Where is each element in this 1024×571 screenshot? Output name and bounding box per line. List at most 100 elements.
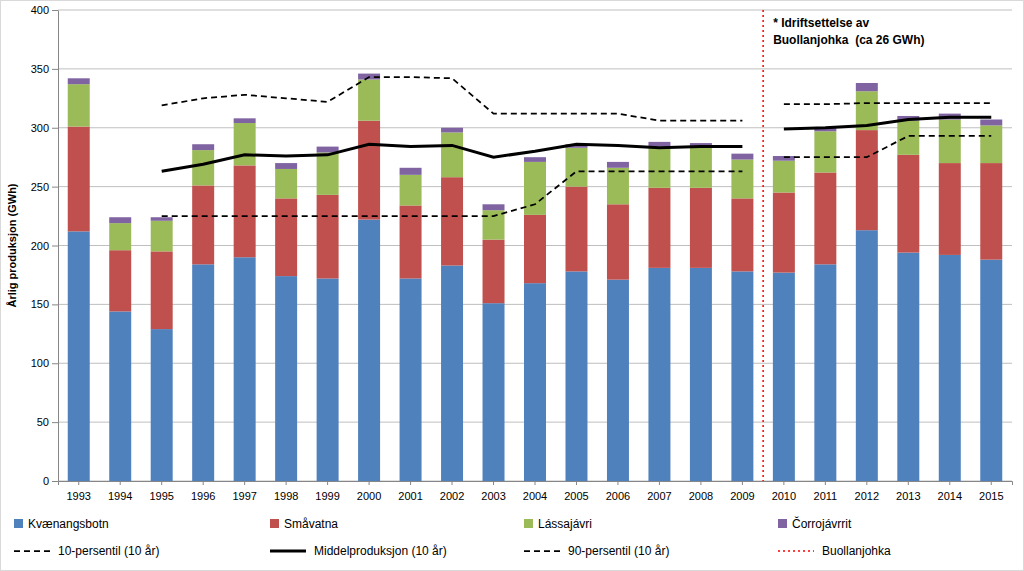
y-tick: 200: [31, 240, 58, 252]
y-tick: 350: [31, 63, 58, 75]
x-tick: 1998: [274, 481, 298, 502]
bar-segment: [109, 311, 131, 481]
x-tick-label: 2011: [814, 490, 838, 502]
x-tick: 2000: [357, 481, 381, 502]
legend-swatch: [270, 519, 279, 528]
bar-segment: [648, 268, 670, 481]
legend-item: 10-persentil (10 år): [14, 544, 159, 558]
grid-line: [58, 10, 1012, 11]
bar-segment: [192, 264, 214, 481]
bar-segment: [565, 271, 587, 481]
legend-label: Čorrojávrrit: [792, 516, 852, 531]
x-tick: 2003: [481, 481, 505, 502]
x-tick-label: 1999: [315, 490, 339, 502]
legend-item: Čorrojávrrit: [778, 516, 852, 531]
x-tick-label: 2015: [979, 490, 1003, 502]
bar-segment: [68, 84, 90, 126]
x-tick: 1995: [149, 481, 173, 502]
x-tick-mark: [825, 481, 826, 485]
legend: KvænangsbotnSmåvatnaLássajávriČorrojávrr…: [14, 516, 891, 558]
bar-segment: [565, 148, 587, 187]
y-tick-label: 250: [31, 181, 49, 193]
bar-segment: [109, 250, 131, 311]
bar-segment: [980, 163, 1002, 260]
x-tick: 2012: [855, 481, 879, 502]
bar-segment: [814, 131, 836, 172]
y-tick: 150: [31, 298, 58, 310]
bar-segment: [109, 217, 131, 223]
legend-item: Buollanjohka: [778, 544, 891, 558]
x-tick-label: 2010: [772, 490, 796, 502]
bar-segment: [358, 121, 380, 220]
legend-item: Lássajávri: [524, 517, 592, 531]
x-tick: 2014: [938, 481, 962, 502]
y-tick-label: 400: [31, 4, 49, 16]
legend-label: Lássajávri: [538, 517, 592, 531]
x-tick: 2011: [814, 481, 838, 502]
y-tick-mark: [52, 128, 58, 129]
bar-segment: [814, 264, 836, 481]
x-tick: 2008: [689, 481, 713, 502]
legend-swatch: [14, 550, 50, 552]
bar-segment: [607, 280, 629, 481]
x-tick-mark: [991, 481, 992, 485]
bar-segment: [773, 193, 795, 273]
bar-segment: [690, 188, 712, 268]
y-tick: 400: [31, 4, 58, 16]
bar-segment: [980, 260, 1002, 481]
y-tick-label: 300: [31, 122, 49, 134]
y-tick-label: 350: [31, 63, 49, 75]
x-tick-label: 1996: [191, 490, 215, 502]
x-tick: 2009: [730, 481, 754, 502]
bar-segment: [856, 230, 878, 481]
y-tick-label: 50: [37, 416, 49, 428]
bar-segment: [358, 79, 380, 120]
x-tick-label: 2006: [606, 490, 630, 502]
legend-swatch: [524, 519, 533, 528]
x-tick-mark: [949, 481, 950, 485]
bar-segment: [648, 188, 670, 268]
x-tick-mark: [700, 481, 701, 485]
bar-segment: [939, 255, 961, 481]
bar-segment: [400, 168, 422, 175]
bar-segment: [607, 162, 629, 168]
bar-segment: [524, 215, 546, 283]
bar-segment: [897, 121, 919, 155]
bar-segment: [234, 118, 256, 123]
bar-segment: [814, 172, 836, 264]
bar-segment: [317, 195, 339, 279]
y-tick: 50: [37, 416, 58, 428]
bar-segment: [483, 303, 505, 481]
y-tick-mark: [52, 363, 58, 364]
x-tick-label: 1994: [108, 490, 132, 502]
bar-segment: [441, 266, 463, 481]
x-tick: 1994: [108, 481, 132, 502]
y-tick-mark: [52, 304, 58, 305]
bar-segment: [68, 231, 90, 481]
bar-segment: [690, 268, 712, 481]
marker-line: [762, 10, 764, 481]
x-tick-label: 2012: [855, 490, 879, 502]
x-tick: 1997: [232, 481, 256, 502]
x-tick-label: 2000: [357, 490, 381, 502]
bar-segment: [731, 160, 753, 199]
x-tick: 1996: [191, 481, 215, 502]
bar-segment: [939, 163, 961, 255]
legend-item: Kvænangsbotn: [14, 517, 109, 531]
x-tick: 2013: [896, 481, 920, 502]
legend-label: 10-persentil (10 år): [58, 544, 159, 558]
bar-segment: [483, 204, 505, 210]
x-tick-label: 1995: [149, 490, 173, 502]
x-tick-label: 2005: [564, 490, 588, 502]
bar-segment: [192, 185, 214, 264]
grid: [58, 10, 1012, 481]
y-tick: 300: [31, 122, 58, 134]
x-tick: 1999: [315, 481, 339, 502]
bar-segment: [400, 278, 422, 481]
bar-segment: [607, 168, 629, 205]
x-tick-label: 2007: [647, 490, 671, 502]
y-axis-line: [58, 11, 59, 482]
y-tick-mark: [52, 481, 58, 482]
y-tick-label: 0: [43, 475, 49, 487]
bar-segment: [483, 240, 505, 304]
